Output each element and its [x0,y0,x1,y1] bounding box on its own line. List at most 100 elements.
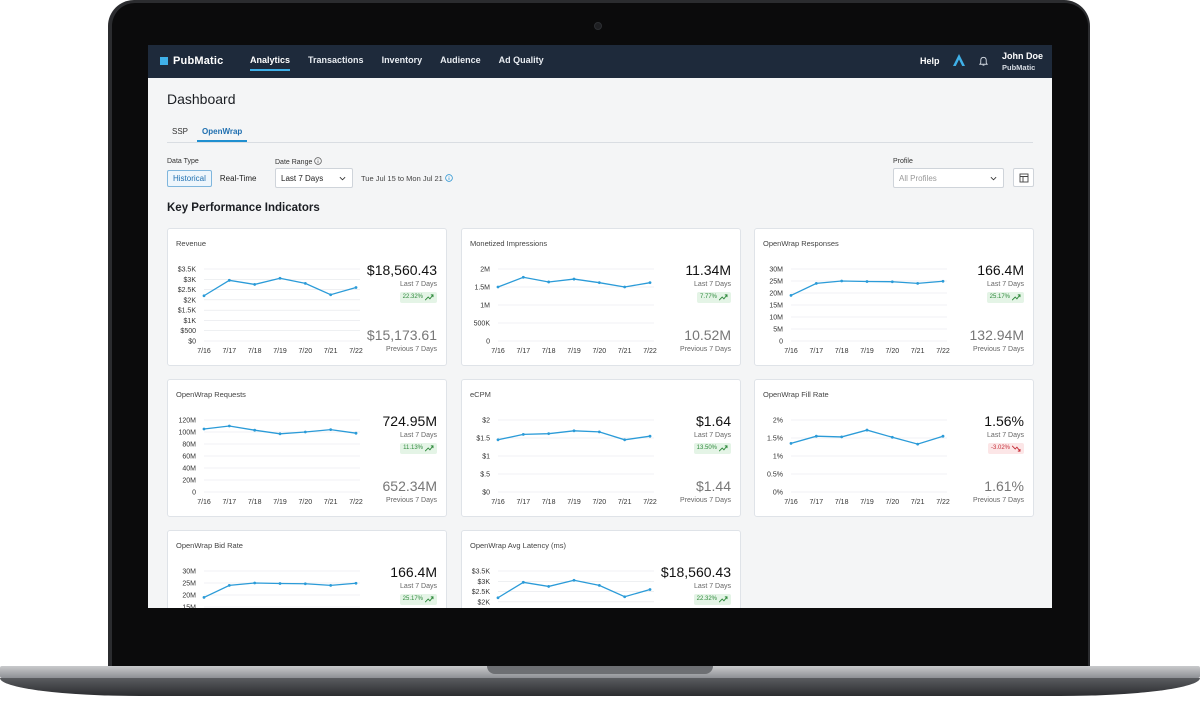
pubmatic-logo[interactable]: PubMatic [160,55,224,67]
change-badge: 22.32% [693,594,731,605]
kpi-card-title: OpenWrap Bid Rate [176,541,243,550]
table-view-button[interactable] [1013,168,1034,187]
kpi-card-title: eCPM [470,390,491,399]
change-value: 25.17% [989,294,1010,300]
kpi-card[interactable]: OpenWrap Avg Latency (ms) $18,560.43 Last … [461,530,741,608]
trend-up-icon [719,294,728,301]
kpi-value: 11.34M [685,262,731,278]
nav-ad-quality[interactable]: Ad Quality [498,55,544,65]
nav-transactions[interactable]: Transactions [308,55,364,65]
previous-value: 132.94M [969,327,1024,343]
y-tick-label: 0 [779,339,783,346]
kpi-line-chart: $3.5K$3K$2.5K$2K$1.5K$1K$500$07/167/177/… [472,569,654,606]
x-tick-label: 7/21 [911,499,925,506]
data-point [521,580,525,584]
data-type-toggle: Historical Real-Time [167,170,263,187]
x-tick-label: 7/18 [542,499,556,506]
kpi-value: 724.95M [382,413,437,429]
historical-button[interactable]: Historical [167,170,212,187]
data-point [572,429,576,433]
change-value: 11.13% [403,445,423,451]
change-badge: 7.77% [696,292,731,303]
kpi-card[interactable]: OpenWrap Requests 724.95M Last 7 Days 11.13… [167,379,447,517]
real-time-button[interactable]: Real-Time [219,174,257,183]
y-tick-label: $2.5K [472,589,491,596]
kpi-period-label: Last 7 Days [400,583,437,590]
nav-audience[interactable]: Audience [440,55,481,65]
data-point [840,279,844,283]
kpi-card[interactable]: eCPM $1.64 Last 7 Days 13.50% $1.44 Previous … [461,379,741,517]
kpi-card[interactable]: Monetized Impressions 11.34M Last 7 Days 7.… [461,228,741,366]
x-tick-label: 7/19 [860,348,874,355]
data-point [278,432,282,436]
x-tick-label: 7/22 [936,348,950,355]
help-link[interactable]: Help [920,56,940,66]
x-tick-label: 7/21 [324,499,338,506]
data-point [253,283,257,286]
y-tick-label: $3K [478,579,491,586]
y-tick-label: $3.5K [472,569,491,576]
x-tick-label: 7/16 [491,348,505,355]
data-point [329,584,333,587]
kpi-card-title: OpenWrap Fill Rate [763,390,829,399]
x-tick-label: 7/17 [810,499,824,506]
info-icon[interactable] [314,157,323,165]
data-point [253,428,257,432]
x-tick-label: 7/16 [197,348,211,355]
kpi-period-label: Last 7 Days [694,583,731,590]
date-range-select[interactable]: Last 7 Days [275,168,353,188]
x-tick-label: 7/16 [197,499,211,506]
laptop-base [0,662,1200,703]
kpi-card[interactable]: OpenWrap Fill Rate 1.56% Last 7 Days -3.02%… [754,379,1034,517]
logo-square-icon [160,57,168,65]
x-tick-label: 7/22 [349,499,363,506]
y-tick-label: $2K [478,599,491,606]
trend-up-icon [719,596,728,603]
x-tick-label: 7/18 [248,499,262,506]
tab-openwrap[interactable]: OpenWrap [197,123,248,142]
x-tick-label: 7/16 [784,499,798,506]
y-tick-label: 0% [773,490,783,497]
data-point [496,438,500,442]
previous-value: 652.34M [382,478,437,494]
kpi-card-title: Revenue [176,239,207,248]
data-point [597,584,601,587]
profile-placeholder: All Profiles [899,174,937,183]
kpi-line-chart: $2 $1.5 $1 $.5 $07/16 7/17 7/18 7/19 7/20 7/21 7/2… [476,418,657,507]
x-tick-label: 7/17 [223,348,237,355]
change-value: 22.32% [696,596,717,602]
x-tick-label: 7/22 [643,499,657,506]
kpi-card[interactable]: Revenue $18,560.43 Last 7 Days 22.32% $15,17… [167,228,447,366]
info-icon[interactable] [445,174,453,182]
data-point [354,286,358,289]
data-point [572,578,576,582]
data-point [865,280,869,283]
y-tick-label: $1.5K [178,308,197,315]
y-tick-label: $2.5K [178,287,197,294]
kpi-period-label: Last 7 Days [987,432,1024,439]
kpi-value: 1.56% [984,413,1024,429]
date-range-label-wrap: Date Range [275,157,323,166]
series-line [497,579,651,599]
user-menu[interactable]: John Doe PubMatic [1002,51,1043,73]
profile-select[interactable]: All Profiles [893,168,1004,188]
data-point [354,581,358,585]
change-badge: 25.17% [986,292,1024,303]
previous-period-label: Previous 7 Days [973,497,1024,504]
data-point [623,438,627,442]
bell-icon[interactable] [978,56,989,67]
tab-ssp[interactable]: SSP [172,127,189,136]
nav-analytics[interactable]: Analytics [250,45,291,71]
previous-period-label: Previous 7 Days [680,346,731,353]
nav-inventory[interactable]: Inventory [381,55,423,65]
data-point [814,434,818,438]
data-point [789,294,793,297]
kpi-period-label: Last 7 Days [987,281,1024,288]
kpi-value: 166.4M [390,564,437,580]
y-tick-label: $3.5K [178,267,197,274]
kpi-card[interactable]: OpenWrap Bid Rate 166.4M Last 7 Days 25.17%… [167,530,447,608]
date-range-label: Date Range [275,159,313,166]
activate-logo-icon[interactable] [952,53,966,67]
kpi-card[interactable]: OpenWrap Responses 166.4M Last 7 Days 25.17… [754,228,1034,366]
screen: PubMatic Analytics Transactions Inventor… [148,45,1052,608]
